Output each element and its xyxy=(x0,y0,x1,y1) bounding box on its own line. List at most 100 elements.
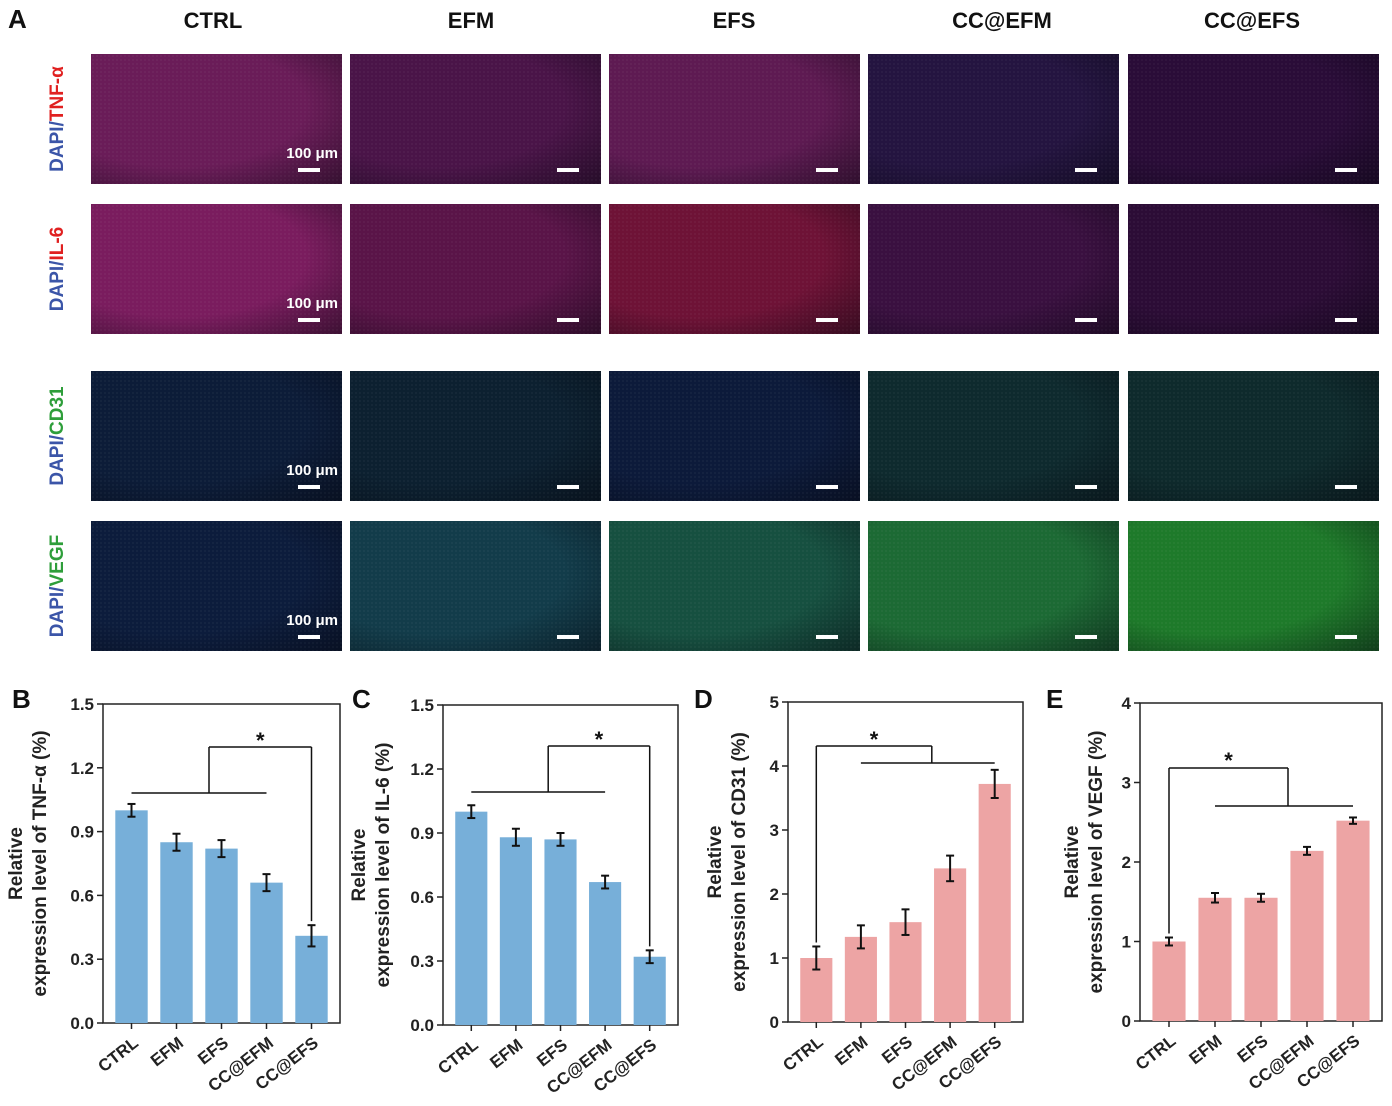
scale-bar xyxy=(816,318,838,322)
column-header-efm: EFM xyxy=(447,8,495,33)
y-tick-label: 0 xyxy=(1122,1012,1131,1031)
significance-star: * xyxy=(256,728,265,753)
column-header-cc-efs: CC@EFS xyxy=(1203,8,1300,33)
x-tick-label: EFM xyxy=(147,1033,187,1070)
y-tick-label: 1.5 xyxy=(410,696,434,715)
y-axis-label-line2: expression level of CD31 (%) xyxy=(729,732,750,992)
micrograph-il6-ctrl: 100 μm xyxy=(91,204,342,334)
y-axis-label-line1: Relative xyxy=(6,827,27,900)
cd31-bar-chart: 0 1 2 3 4 5 Relative expression level of CD31 (… xyxy=(705,693,1024,1095)
row-label-cd31: DAPI/CD31 xyxy=(45,371,71,501)
x-tick-label: CTRL xyxy=(434,1035,481,1078)
row-label-prefix: DAPI/ xyxy=(47,260,68,312)
row-label-prefix: DAPI/ xyxy=(47,586,68,638)
scale-bar xyxy=(816,635,838,639)
y-tick-label: 0.6 xyxy=(410,888,434,907)
scale-bar xyxy=(298,168,320,172)
bar xyxy=(1244,897,1278,1021)
panel-label-b: B xyxy=(12,684,31,714)
bar xyxy=(205,848,238,1023)
scale-bar xyxy=(298,635,320,639)
row-label-tnf: DAPI/TNF-α xyxy=(45,54,71,184)
micrograph-vegf-cc-efs xyxy=(1128,521,1379,651)
significance-star: * xyxy=(1224,748,1233,773)
y-tick-label: 0.3 xyxy=(70,950,94,969)
y-tick-label: 1.2 xyxy=(70,759,94,778)
vegf-bar-chart: 0 1 2 3 4 Relative expression level of VEGF (%… xyxy=(1062,694,1383,1094)
scale-bar-label: 100 μm xyxy=(286,295,338,312)
y-tick-label: 5 xyxy=(770,693,779,712)
scale-bar xyxy=(557,318,579,322)
y-tick-label: 0.0 xyxy=(410,1016,434,1035)
bar xyxy=(889,922,922,1022)
scale-bar xyxy=(1335,635,1357,639)
micrograph-cd31-cc-efm xyxy=(868,371,1119,501)
y-axis-label-line2: expression level of IL-6 (%) xyxy=(373,743,394,988)
scale-bar xyxy=(1335,318,1357,322)
y-axis-label-line1: Relative xyxy=(1062,826,1083,899)
bar xyxy=(295,935,328,1023)
row-label-marker: CD31 xyxy=(47,386,68,435)
scale-bar-label: 100 μm xyxy=(286,145,338,162)
bar xyxy=(544,839,577,1025)
row-label-marker: IL-6 xyxy=(47,226,68,261)
panel-label-a: A xyxy=(8,4,27,34)
column-header-ctrl: CTRL xyxy=(183,8,243,33)
y-axis-label-line1: Relative xyxy=(349,829,370,902)
bar xyxy=(633,956,666,1025)
micrograph-tnf-efs xyxy=(609,54,860,184)
scale-bar xyxy=(298,318,320,322)
scale-bar xyxy=(816,485,838,489)
row-label-marker: TNF-α xyxy=(47,66,68,122)
micrograph-il6-efm xyxy=(350,204,601,334)
scale-bar xyxy=(557,485,579,489)
y-tick-label: 0.0 xyxy=(70,1014,94,1033)
x-tick-label: CTRL xyxy=(95,1033,142,1076)
micrograph-tnf-cc-efm xyxy=(868,54,1119,184)
panel-label-d: D xyxy=(694,684,713,714)
bar xyxy=(844,936,877,1022)
scale-bar xyxy=(1335,168,1357,172)
y-tick-label: 1 xyxy=(1122,933,1131,952)
micrograph-tnf-efm xyxy=(350,54,601,184)
micrograph-tnf-cc-efs xyxy=(1128,54,1379,184)
column-header-cc-efm: CC@EFM xyxy=(952,8,1052,33)
il6-bar-chart: 0.0 0.3 0.6 0.9 1.2 1.5 Relative expression lev… xyxy=(349,696,679,1098)
micrograph-cd31-ctrl: 100 μm xyxy=(91,371,342,501)
micrograph-vegf-cc-efm xyxy=(868,521,1119,651)
y-tick-label: 0.9 xyxy=(70,823,94,842)
x-tick-label: CTRL xyxy=(1132,1031,1179,1074)
bar xyxy=(934,868,967,1022)
y-tick-label: 2 xyxy=(1122,853,1131,872)
scale-bar-label: 100 μm xyxy=(286,612,338,629)
micrograph-vegf-efs xyxy=(609,521,860,651)
scale-bar xyxy=(557,168,579,172)
scale-bar xyxy=(557,635,579,639)
scale-bar xyxy=(298,485,320,489)
x-tick-label: EFM xyxy=(1185,1031,1225,1068)
column-header-efs: EFS xyxy=(712,8,756,33)
tnf-bar-chart: 0.0 0.3 0.6 0.9 1.2 1.5 Relative expression lev… xyxy=(6,695,341,1096)
scale-bar xyxy=(1075,318,1097,322)
panel-label-c: C xyxy=(352,684,371,714)
y-tick-label: 1 xyxy=(770,949,779,968)
y-tick-label: 1.5 xyxy=(70,695,94,714)
panel-label-e: E xyxy=(1046,684,1064,714)
row-label-marker: VEGF xyxy=(47,534,68,587)
y-tick-label: 0 xyxy=(770,1013,779,1032)
significance-star: * xyxy=(870,727,879,752)
x-tick-label: EFM xyxy=(486,1035,526,1072)
bar xyxy=(1198,897,1232,1021)
scale-bar xyxy=(1075,635,1097,639)
y-axis-label-line1: Relative xyxy=(705,826,726,899)
scale-bar-label: 100 μm xyxy=(286,462,338,479)
y-tick-label: 1.2 xyxy=(410,760,434,779)
row-label-il6: DAPI/IL-6 xyxy=(45,204,71,334)
scale-bar xyxy=(1075,485,1097,489)
scale-bar xyxy=(1335,485,1357,489)
y-tick-label: 2 xyxy=(770,885,779,904)
y-tick-label: 3 xyxy=(770,821,779,840)
bar xyxy=(1290,850,1324,1021)
y-tick-label: 3 xyxy=(1122,774,1131,793)
micrograph-il6-cc-efs xyxy=(1128,204,1379,334)
